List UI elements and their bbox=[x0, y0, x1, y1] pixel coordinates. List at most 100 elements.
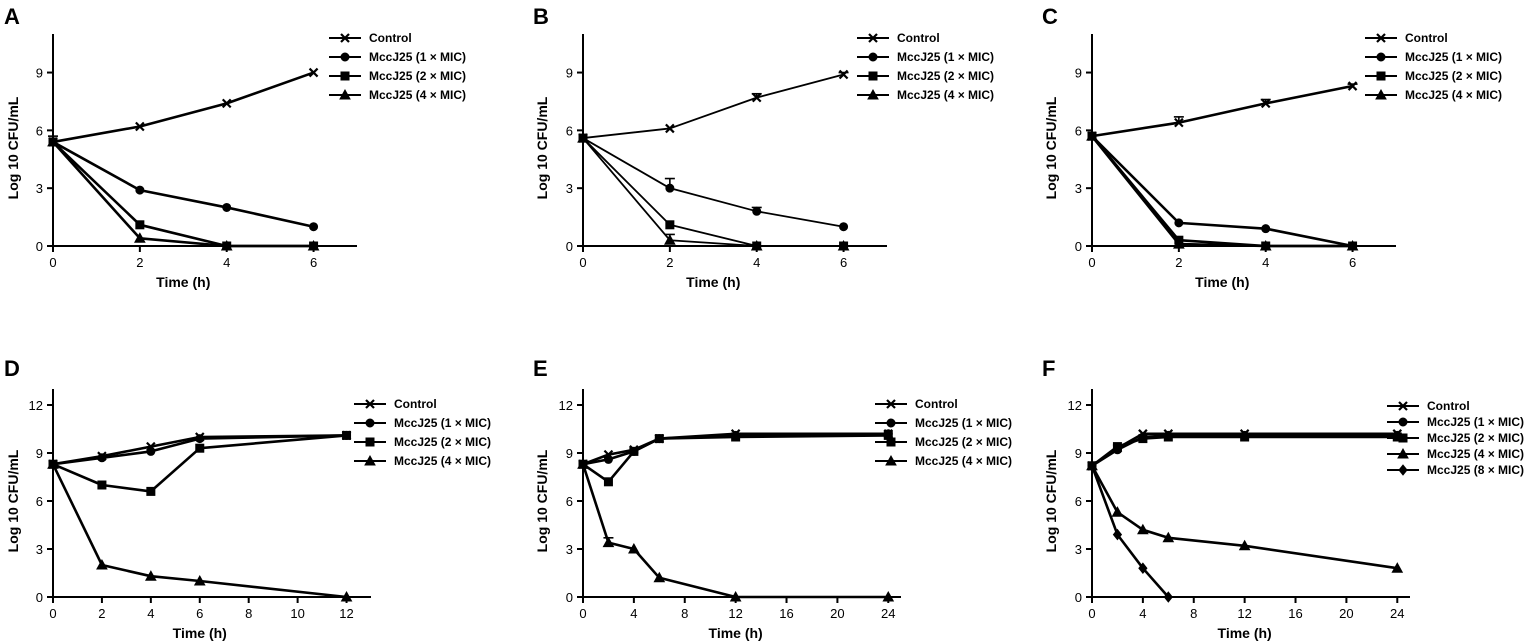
panel-a-series-mccj25-1-mic bbox=[48, 137, 319, 232]
panel-b-series-control-point bbox=[751, 92, 762, 103]
panel-f-x-tick-label: 24 bbox=[1390, 606, 1404, 621]
panel-b-series-mccj25-2-mic-line bbox=[582, 137, 844, 247]
panel-e-series-mccj25-2-mic-point bbox=[629, 446, 639, 456]
panel-a-y-tick-label: 0 bbox=[36, 239, 43, 254]
panel-b-series-mccj25-4-mic-point bbox=[577, 132, 589, 143]
panel-e-series-mccj25-2-mic-line bbox=[582, 434, 889, 484]
panel-e-legend-label: MccJ25 (2 × MIC) bbox=[915, 435, 1012, 449]
panel-f-x-tick-label: 0 bbox=[1088, 606, 1095, 621]
panel-f-legend-label: MccJ25 (4 × MIC) bbox=[1427, 447, 1524, 461]
panel-a-x-tick-label: 0 bbox=[49, 255, 56, 270]
panel-f-series-mccj25-2-mic-point bbox=[1240, 432, 1250, 442]
panel-e-series-mccj25-4-mic-line bbox=[581, 463, 889, 599]
panel-f-series-mccj25-4-mic-point bbox=[1111, 506, 1124, 517]
panel-f-legend-label: MccJ25 (8 × MIC) bbox=[1427, 463, 1524, 477]
panel-b-x-tick-label: 4 bbox=[753, 255, 760, 270]
panel-e-x-axis-label: Time (h) bbox=[709, 625, 763, 641]
panel-d-series-mccj25-2-mic-point bbox=[195, 443, 205, 453]
panel-f-label: F bbox=[1042, 356, 1055, 381]
panel-a-legend-label: MccJ25 (1 × MIC) bbox=[369, 50, 466, 64]
panel-d-x-tick-label: 10 bbox=[290, 606, 304, 621]
panel-c-y-axis-label: Log 10 CFU/mL bbox=[1043, 96, 1059, 199]
panel-c-series-mccj25-4-mic-point bbox=[1086, 130, 1098, 141]
panel-e-legend-marker-stroke-b bbox=[886, 399, 896, 409]
panel-c-y-tick-label: 9 bbox=[1075, 66, 1082, 81]
panel-c-x-tick-label: 4 bbox=[1262, 255, 1269, 270]
panel-b-y-tick-label: 6 bbox=[566, 123, 573, 138]
panel-e-y-tick-label: 6 bbox=[566, 494, 573, 509]
panel-b-series-control-point bbox=[665, 123, 675, 134]
panel-b-label: B bbox=[533, 4, 549, 29]
panel-a-y-tick-label: 3 bbox=[36, 181, 43, 196]
panel-c-series-mccj25-1-mic-point bbox=[1261, 224, 1271, 234]
panel-d-y-tick-label: 3 bbox=[36, 542, 43, 557]
panel-b-x-axis-label: Time (h) bbox=[686, 274, 740, 290]
panel-c-series-mccj25-4-mic-line bbox=[1090, 135, 1353, 248]
panel-b-series-control bbox=[578, 69, 849, 143]
panel-c-x-tick-label: 0 bbox=[1088, 255, 1095, 270]
panel-c-series-mccj25-4-mic-point bbox=[1259, 239, 1272, 251]
panel-c-series-control-point-stroke-b bbox=[1174, 117, 1184, 128]
panel-c-y-tick-label: 3 bbox=[1075, 181, 1082, 196]
panel-f-series-mccj25-4-mic bbox=[1086, 459, 1404, 573]
panel-b-series-mccj25-1-mic-point bbox=[839, 222, 849, 232]
panel-a-x-axis-label: Time (h) bbox=[156, 274, 210, 290]
panel-c-series-control-line bbox=[1091, 84, 1353, 138]
panel-a-series-control-point-stroke-b bbox=[135, 121, 145, 132]
panel-c-series-mccj25-4-mic bbox=[1086, 130, 1359, 251]
panel-d-series-mccj25-1-mic-point bbox=[195, 434, 205, 444]
panel-b-series-control-line bbox=[582, 73, 844, 139]
panel-a-series-mccj25-1-mic-line bbox=[52, 140, 314, 228]
panel-f-y-tick-label: 9 bbox=[1075, 446, 1082, 461]
panel-b-series-mccj25-1-mic-point bbox=[665, 183, 675, 193]
panel-d-x-tick-label: 0 bbox=[49, 606, 56, 621]
panel-a-series-control-point-stroke-b bbox=[221, 98, 232, 109]
panel-d-x-tick-label: 2 bbox=[98, 606, 105, 621]
panel-d-series-mccj25-4-mic-point bbox=[96, 558, 108, 570]
panel-c-x-axis-label: Time (h) bbox=[1195, 274, 1249, 290]
panel-b-series-mccj25-4-mic-point bbox=[664, 234, 676, 245]
panel-f-series-mccj25-8-mic-line bbox=[1090, 465, 1170, 598]
panel-a-series-mccj25-1-mic-point bbox=[309, 222, 319, 232]
panel-c-series-control bbox=[1087, 81, 1358, 141]
panel-b-legend-label: Control bbox=[897, 31, 940, 45]
panel-a-legend-marker bbox=[339, 88, 351, 100]
panel-f-x-tick-label: 12 bbox=[1237, 606, 1251, 621]
panel-e-series-mccj25-2-mic-point bbox=[731, 432, 741, 442]
panel-a-x-tick-label: 4 bbox=[223, 255, 230, 270]
panel-e-series-mccj25-4-mic bbox=[577, 458, 895, 602]
panel-a-legend-label: MccJ25 (2 × MIC) bbox=[369, 69, 466, 83]
panel-b-series-mccj25-4-mic bbox=[577, 132, 850, 251]
panel-d-label: D bbox=[4, 356, 20, 381]
panel-f-series-mccj25-1-mic-line bbox=[1091, 434, 1398, 467]
panel-c-legend-label: Control bbox=[1405, 31, 1448, 45]
panel-b-legend: Control MccJ25 (1 × MIC) MccJ25 (2 × MIC) M… bbox=[857, 31, 994, 102]
panel-e-series-mccj25-4-mic-point bbox=[729, 590, 742, 602]
panel-c-legend-label: MccJ25 (4 × MIC) bbox=[1405, 88, 1502, 102]
panel-c: C 0 2 4 6 0 3 6 9 Time (h) Log 10 CFU/mL Control Mcc… bbox=[1042, 4, 1502, 290]
panel-e-x-tick-label: 12 bbox=[728, 606, 742, 621]
panel-a-x-tick-label: 2 bbox=[136, 255, 143, 270]
panel-e-legend-marker bbox=[886, 418, 896, 428]
panel-b-legend-marker bbox=[868, 33, 878, 43]
panel-b-legend-label: MccJ25 (4 × MIC) bbox=[897, 88, 994, 102]
panel-e-y-tick-label: 9 bbox=[566, 446, 573, 461]
panel-c-legend-label: MccJ25 (1 × MIC) bbox=[1405, 50, 1502, 64]
panel-b-series-mccj25-1-mic bbox=[578, 133, 849, 232]
panel-a-legend-label: MccJ25 (4 × MIC) bbox=[369, 88, 466, 102]
panel-c-x-tick-label: 6 bbox=[1349, 255, 1356, 270]
panel-e-series-mccj25-4-mic-point bbox=[602, 536, 615, 548]
panel-e-x-tick-label: 4 bbox=[630, 606, 637, 621]
panel-e-x-tick-label: 16 bbox=[779, 606, 793, 621]
panel-f: F 0 4 8 12 16 20 24 0 3 6 9 12 Time (h) Log 10 CFU/mL C… bbox=[1042, 356, 1524, 641]
panel-a-series-control-point bbox=[135, 121, 145, 132]
panel-d-legend-marker bbox=[365, 437, 375, 447]
panel-e-legend: Control MccJ25 (1 × MIC) MccJ25 (2 × MIC) M… bbox=[875, 397, 1012, 468]
panel-c-series-mccj25-4-mic-point bbox=[1173, 238, 1185, 249]
panel-f-series-mccj25-4-mic-point bbox=[1137, 523, 1149, 535]
panel-a-label: A bbox=[4, 4, 20, 29]
panel-f-legend-label: Control bbox=[1427, 399, 1470, 413]
panel-f-x-tick-label: 8 bbox=[1190, 606, 1197, 621]
panel-f-y-tick-label: 12 bbox=[1068, 398, 1082, 413]
